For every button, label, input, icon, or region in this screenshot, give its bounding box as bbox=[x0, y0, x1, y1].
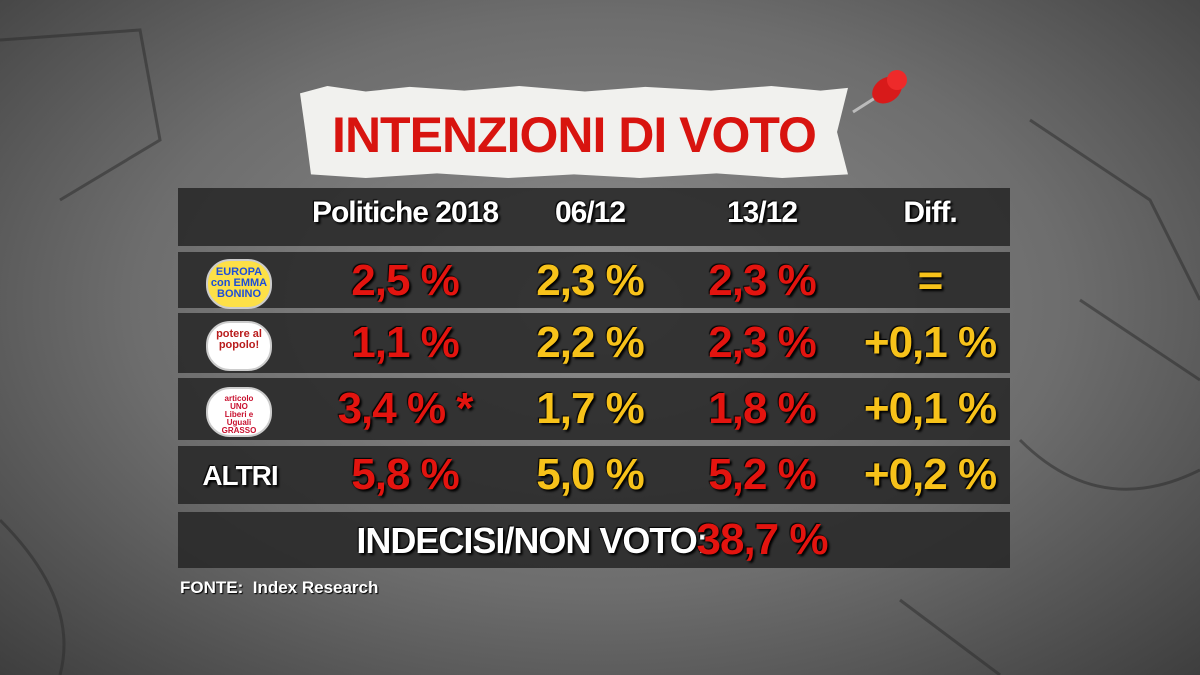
undecided-value: 38,7 % bbox=[696, 515, 829, 564]
value: 2,3 % bbox=[708, 256, 817, 305]
title: INTENZIONI DI VOTO bbox=[332, 107, 817, 163]
value: +0,2 % bbox=[863, 450, 997, 499]
value: 5,8 % bbox=[351, 450, 460, 499]
value: 5,0 % bbox=[536, 450, 645, 499]
logo-text: GRASSO bbox=[221, 426, 257, 435]
value: +0,1 % bbox=[863, 384, 997, 433]
column-header: 13/12 bbox=[726, 196, 798, 229]
logo-text: articolo bbox=[224, 394, 254, 403]
logo-text: con EMMA bbox=[210, 277, 268, 289]
row bbox=[178, 446, 1010, 504]
value: 1,1 % bbox=[351, 318, 460, 367]
value: 1,7 % bbox=[536, 384, 645, 433]
logo-text: UNO bbox=[230, 402, 248, 411]
column-header: Politiche 2018 bbox=[311, 196, 499, 229]
logo-text: EUROPA bbox=[215, 266, 263, 278]
party-logo: articolo UNO Liberi e Uguali GRASSO bbox=[206, 387, 272, 437]
logo-text: Liberi e bbox=[224, 410, 254, 419]
header-row bbox=[178, 188, 1010, 246]
row-label: ALTRI bbox=[202, 460, 278, 491]
logo-text: potere al bbox=[216, 328, 262, 340]
column-header: 06/12 bbox=[554, 196, 626, 229]
value: 2,3 % bbox=[536, 256, 645, 305]
value: 2,3 % bbox=[708, 318, 817, 367]
row bbox=[178, 378, 1010, 440]
value: +0,1 % bbox=[863, 318, 997, 367]
source: FONTE: Index Research bbox=[180, 578, 379, 597]
value: = bbox=[917, 256, 944, 305]
logo-text: popolo! bbox=[218, 339, 260, 351]
value: 3,4 % * bbox=[337, 384, 474, 433]
logo-text: BONINO bbox=[217, 288, 261, 300]
value: 1,8 % bbox=[708, 384, 817, 433]
value: 5,2 % bbox=[708, 450, 817, 499]
value: 2,2 % bbox=[536, 318, 645, 367]
undecided-row bbox=[178, 512, 1010, 568]
row bbox=[178, 313, 1010, 373]
party-logo: EUROPA con EMMA BONINO bbox=[206, 259, 272, 309]
value: 2,5 % bbox=[351, 256, 460, 305]
row bbox=[178, 252, 1010, 308]
logo-text: Uguali bbox=[226, 418, 252, 427]
pushpin bbox=[852, 70, 907, 114]
party-logo: potere al popolo! bbox=[206, 321, 272, 371]
column-header: Diff. bbox=[903, 196, 957, 229]
undecided-label: INDECISI/NON VOTO: bbox=[356, 520, 708, 561]
title-paper bbox=[300, 86, 848, 178]
